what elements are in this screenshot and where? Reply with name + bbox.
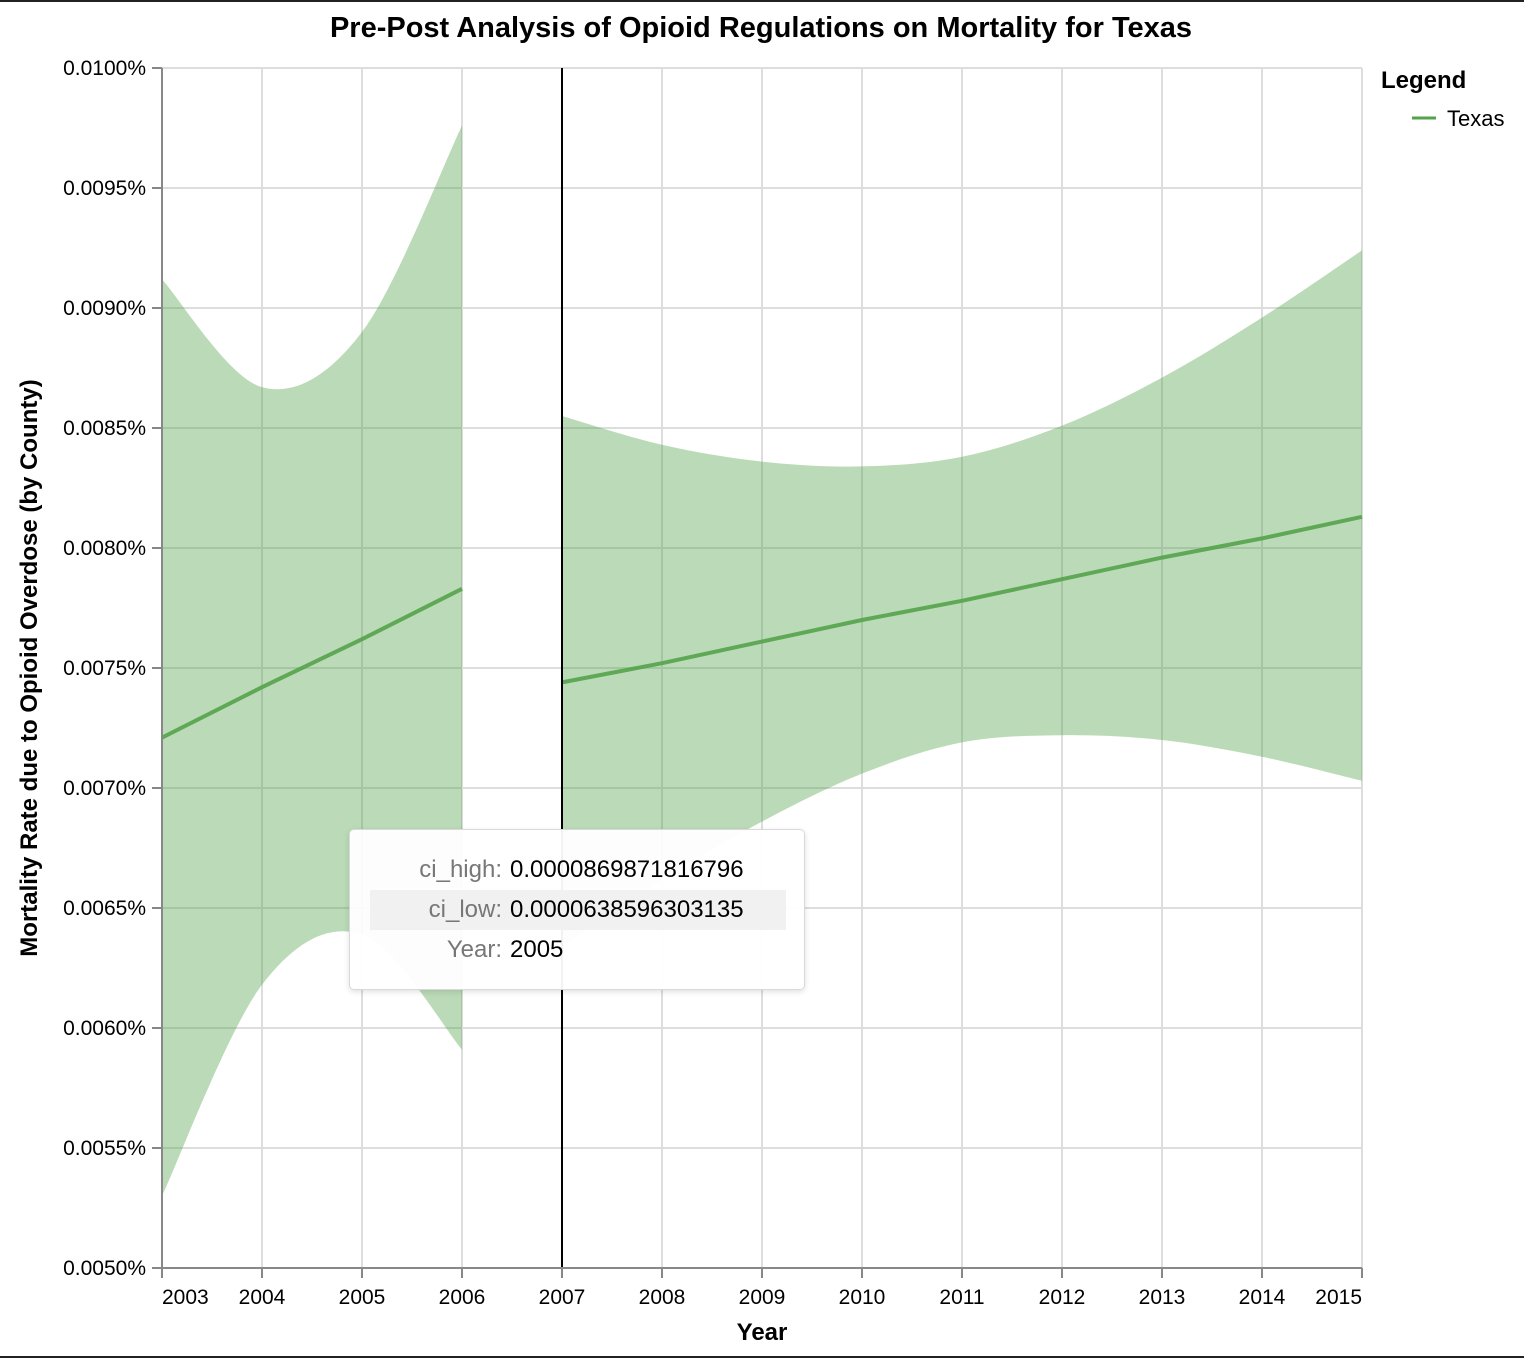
x-tick-label: 2015	[1315, 1286, 1362, 1309]
x-tick-label: 2008	[639, 1286, 686, 1309]
x-tick-label: 2006	[439, 1286, 486, 1309]
x-tick-label: 2004	[239, 1286, 286, 1309]
y-tick-label: 0.0070%	[63, 777, 146, 800]
tooltip-row-ci-low: ci_low: 0.0000638596303135	[370, 890, 786, 930]
tooltip-key: Year:	[446, 936, 502, 963]
x-tick-label: 2012	[1039, 1286, 1086, 1309]
legend-label-texas: Texas	[1447, 106, 1504, 131]
tooltip-key: ci_high:	[419, 856, 502, 883]
tooltip-value: 2005	[510, 936, 564, 963]
y-tick-label: 0.0090%	[63, 297, 146, 320]
y-tick-label: 0.0095%	[63, 177, 146, 200]
tooltip-key: ci_low:	[428, 896, 502, 923]
tooltip: ci_high: 0.0000869871816796 ci_low: 0.00…	[349, 829, 805, 990]
y-tick-label: 0.0100%	[63, 57, 146, 80]
y-tick-label: 0.0075%	[63, 657, 146, 680]
tooltip-value: 0.0000638596303135	[510, 896, 744, 923]
y-tick-label: 0.0050%	[63, 1257, 146, 1280]
y-tick-label: 0.0080%	[63, 537, 146, 560]
tooltip-row-year: Year: 2005	[370, 930, 786, 970]
x-tick-label: 2013	[1139, 1286, 1186, 1309]
y-tick-label: 0.0055%	[63, 1137, 146, 1160]
y-tick-label: 0.0085%	[63, 417, 146, 440]
y-tick-label: 0.0065%	[63, 897, 146, 920]
x-tick-label: 2010	[839, 1286, 886, 1309]
trend-lines	[161, 514, 1363, 740]
chart-title: Pre-Post Analysis of Opioid Regulations …	[330, 12, 1192, 44]
x-axis-title: Year	[737, 1319, 788, 1346]
x-tick-label: 2014	[1239, 1286, 1286, 1309]
x-tick-label: 2007	[539, 1286, 586, 1309]
confidence-band-pre	[162, 125, 462, 1197]
axes: 0.0050% 0.0055% 0.0060% 0.0065% 0.0070% 0.007…	[63, 57, 1363, 1309]
y-axis-title: Mortality Rate due to Opioid Overdose (b…	[16, 379, 43, 956]
tooltip-row-ci-high: ci_high: 0.0000869871816796	[370, 850, 786, 890]
tooltip-value: 0.0000869871816796	[510, 856, 744, 883]
x-tick-label: 2005	[339, 1286, 386, 1309]
y-tick-label: 0.0060%	[63, 1017, 146, 1040]
x-tick-label: 2011	[939, 1286, 984, 1309]
x-tick-label: 2003	[162, 1286, 209, 1309]
trend-line-post	[561, 514, 1363, 685]
legend-title: Legend	[1381, 67, 1466, 94]
legend: Legend Texas	[1381, 67, 1504, 131]
trend-line-pre	[161, 587, 463, 740]
confidence-band-post	[562, 250, 1362, 947]
x-tick-label: 2009	[739, 1286, 786, 1309]
